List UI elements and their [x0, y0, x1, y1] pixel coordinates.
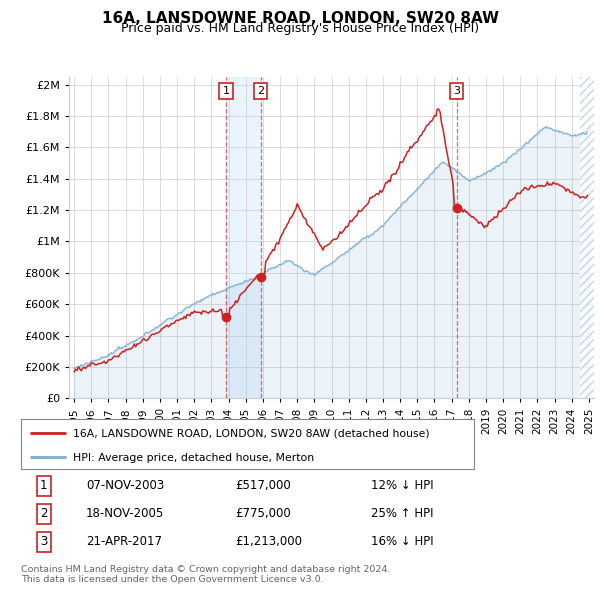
Text: 16A, LANSDOWNE ROAD, LONDON, SW20 8AW: 16A, LANSDOWNE ROAD, LONDON, SW20 8AW — [101, 11, 499, 25]
Text: 2: 2 — [257, 86, 265, 96]
Text: 3: 3 — [40, 535, 47, 548]
Text: 1: 1 — [40, 480, 47, 493]
Text: 1: 1 — [223, 86, 229, 96]
Bar — [580, 77, 600, 398]
Text: Contains HM Land Registry data © Crown copyright and database right 2024.: Contains HM Land Registry data © Crown c… — [21, 565, 391, 574]
Text: 18-NOV-2005: 18-NOV-2005 — [86, 507, 164, 520]
Text: 21-APR-2017: 21-APR-2017 — [86, 535, 162, 548]
Text: HPI: Average price, detached house, Merton: HPI: Average price, detached house, Mert… — [73, 453, 314, 463]
Text: £775,000: £775,000 — [235, 507, 291, 520]
Text: £1,213,000: £1,213,000 — [235, 535, 302, 548]
Text: 25% ↑ HPI: 25% ↑ HPI — [371, 507, 433, 520]
Text: 07-NOV-2003: 07-NOV-2003 — [86, 480, 164, 493]
Text: 3: 3 — [453, 86, 460, 96]
Text: 2: 2 — [40, 507, 47, 520]
Text: This data is licensed under the Open Government Licence v3.0.: This data is licensed under the Open Gov… — [21, 575, 323, 584]
Text: £517,000: £517,000 — [235, 480, 291, 493]
Bar — [226, 77, 261, 398]
Text: 16A, LANSDOWNE ROAD, LONDON, SW20 8AW (detached house): 16A, LANSDOWNE ROAD, LONDON, SW20 8AW (d… — [73, 429, 430, 439]
Text: 12% ↓ HPI: 12% ↓ HPI — [371, 480, 433, 493]
Text: Price paid vs. HM Land Registry's House Price Index (HPI): Price paid vs. HM Land Registry's House … — [121, 22, 479, 35]
Text: 16% ↓ HPI: 16% ↓ HPI — [371, 535, 433, 548]
